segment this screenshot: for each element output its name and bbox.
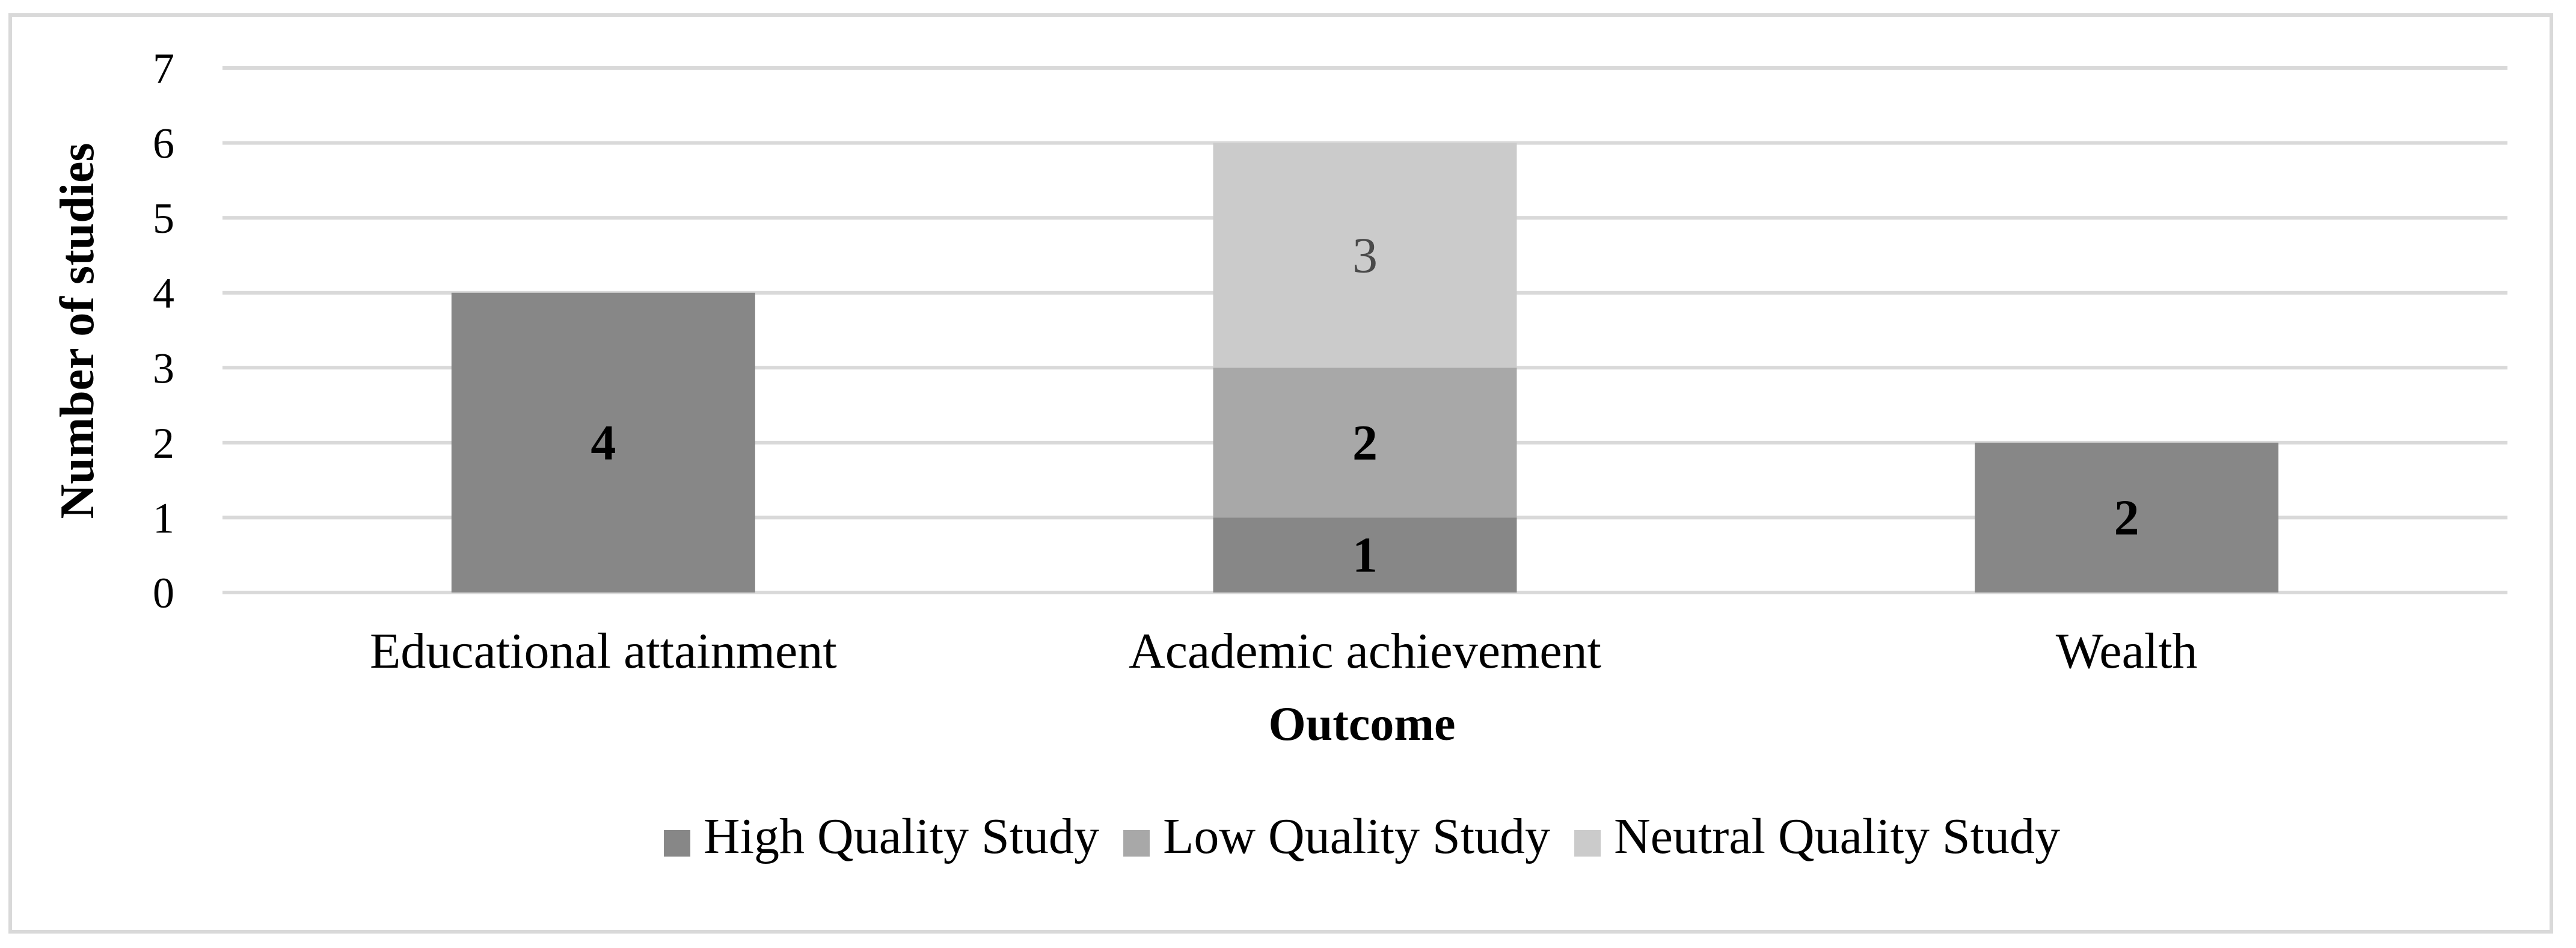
data-label: 2 [1352,415,1378,471]
y-axis-title: Number of studies [51,143,104,519]
x-category-label: Wealth [2056,623,2198,679]
y-tick-label: 1 [153,494,174,542]
legend-swatch [664,830,691,857]
data-label: 1 [1352,528,1378,583]
legend-swatch [1574,830,1601,857]
bar-segment [1213,368,1517,518]
y-tick-label: 2 [153,419,174,467]
data-label: 2 [2114,490,2139,546]
legend-label: Low Quality Study [1163,808,1550,864]
bar-segment [1975,442,2279,592]
y-tick-label: 4 [153,269,174,318]
x-category-label: Academic achievement [1129,623,1601,679]
axes: 0 1 2 3 4 5 6 7 Educational attainment Academic a… [153,45,2198,679]
bars [451,143,2279,592]
y-tick-label: 6 [153,120,174,168]
legend-item: High Quality Study [664,808,1099,864]
y-tick-label: 5 [153,194,174,242]
y-tick-label: 3 [153,344,174,392]
legend-item: Neutral Quality Study [1574,808,2060,864]
x-category-label: Educational attainment [370,623,837,679]
bar-segment [1213,517,1517,592]
data-label: 3 [1352,227,1378,283]
bar-segment [1213,143,1517,368]
legend-label: Neutral Quality Study [1614,808,2060,864]
legend-swatch [1123,830,1150,857]
data-labels: 4 1 2 3 2 [590,227,2139,583]
data-label: 4 [590,415,616,471]
legend-item: Low Quality Study [1123,808,1550,864]
bar-segment [451,292,755,592]
x-axis-title: Outcome [1268,698,1455,751]
legend: High Quality Study Low Quality Study Neutr… [664,808,2060,864]
legend-label: High Quality Study [704,808,1099,864]
y-tick-label: 7 [153,45,174,93]
y-tick-label: 0 [153,569,174,617]
